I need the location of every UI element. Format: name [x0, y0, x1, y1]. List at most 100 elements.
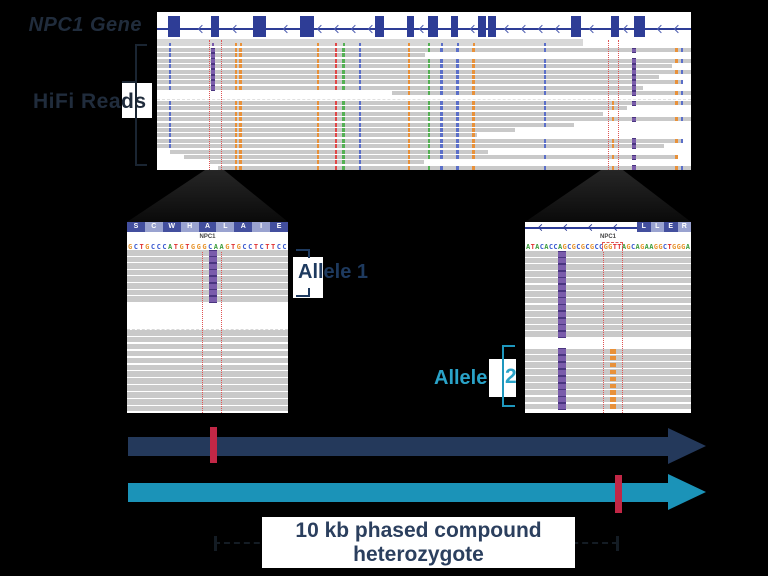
snv-mark	[543, 48, 547, 52]
snv-mark	[407, 149, 411, 154]
read-row	[525, 284, 691, 290]
base-letter: T	[173, 243, 178, 251]
snv-mark	[168, 75, 172, 79]
snv-mark	[427, 75, 431, 79]
snv-mark	[239, 101, 242, 105]
snv-mark	[334, 155, 338, 159]
snv-mark	[168, 85, 172, 90]
snv-mark	[440, 91, 443, 96]
snv-mark	[680, 117, 684, 122]
snv-mark	[168, 144, 172, 149]
snv-mark	[407, 80, 411, 85]
snv-mark	[543, 85, 547, 90]
read-row	[525, 369, 691, 375]
snv-mark	[407, 101, 411, 105]
snv-mark	[342, 117, 345, 122]
snv-mark	[407, 53, 411, 58]
snv-mark	[675, 80, 678, 85]
read-row	[157, 106, 627, 111]
insertion-mark	[558, 263, 566, 272]
snv-mark	[543, 165, 547, 170]
insertion-mark	[631, 69, 637, 75]
coverage-variant-tick	[335, 43, 337, 46]
snv-mark	[610, 349, 616, 354]
intron-direction-chevron-icon	[537, 223, 546, 231]
coverage-bar	[157, 39, 583, 46]
snv-mark	[168, 111, 172, 116]
read-row	[157, 85, 643, 90]
snv-mark	[168, 53, 172, 58]
insertion-mark	[558, 284, 566, 292]
snv-mark	[543, 101, 547, 105]
snv-mark	[472, 80, 475, 85]
snv-mark	[611, 106, 615, 111]
snv-mark	[358, 69, 362, 74]
base-letter: T	[265, 243, 270, 251]
snv-mark	[543, 75, 547, 79]
snv-mark	[543, 91, 547, 96]
snv-mark	[456, 91, 459, 96]
reads-track-label: HiFi Reads	[33, 90, 147, 113]
snv-mark	[342, 122, 345, 127]
snv-mark	[610, 355, 616, 361]
snv-mark	[440, 64, 443, 69]
base-letter: T	[530, 243, 535, 251]
haplotype1-variant-tick	[210, 427, 217, 463]
gene-exon	[407, 16, 414, 37]
variant-region-dotted-line	[221, 252, 222, 413]
snv-mark	[407, 160, 411, 165]
snv-mark	[543, 144, 547, 149]
base-letter: T	[612, 243, 617, 251]
coverage-variant-tick	[317, 43, 319, 46]
snv-mark	[334, 80, 338, 85]
snv-mark	[456, 75, 459, 79]
snv-mark	[543, 111, 547, 116]
snv-mark	[358, 133, 362, 138]
snv-mark	[440, 165, 443, 170]
snv-mark	[472, 85, 475, 90]
haplotype2-variant-tick	[615, 475, 622, 513]
snv-mark	[675, 155, 678, 159]
base-letter: G	[225, 243, 230, 251]
snv-mark	[358, 64, 362, 69]
snv-mark	[675, 138, 678, 143]
snv-mark	[543, 122, 547, 127]
read-row	[127, 343, 288, 350]
snv-mark	[168, 48, 172, 52]
read-row	[157, 69, 691, 74]
snv-mark	[342, 128, 345, 132]
allele2-bracket-bottom-tick	[502, 405, 515, 407]
snv-mark	[239, 85, 242, 90]
snv-mark	[234, 106, 238, 111]
base-letter: G	[640, 243, 645, 251]
insertion-mark	[558, 389, 566, 397]
snv-mark	[543, 69, 547, 74]
snv-mark	[472, 149, 475, 154]
snv-mark	[342, 64, 345, 69]
snv-mark	[680, 165, 684, 170]
snv-mark	[342, 149, 345, 154]
snv-mark	[239, 69, 242, 74]
snv-mark	[239, 128, 242, 132]
insertion-mark	[210, 85, 216, 91]
snv-mark	[334, 64, 338, 69]
snv-mark	[407, 69, 411, 74]
base-letter: C	[553, 243, 558, 251]
snv-mark	[456, 106, 459, 111]
snv-mark	[334, 138, 338, 143]
read-row	[127, 378, 288, 384]
snv-mark	[611, 144, 615, 149]
allele1-bracket-stub-top	[308, 249, 310, 258]
gene-exon	[211, 16, 219, 37]
insertion-mark	[558, 368, 566, 376]
snv-mark	[610, 376, 616, 382]
snv-mark	[316, 53, 320, 58]
snv-mark	[680, 101, 684, 105]
snv-mark	[427, 144, 431, 149]
snv-mark	[358, 149, 362, 154]
snv-mark	[440, 149, 443, 154]
base-letter: C	[156, 243, 161, 251]
snv-mark	[440, 117, 443, 122]
snv-mark	[440, 106, 443, 111]
read-row	[525, 297, 691, 304]
